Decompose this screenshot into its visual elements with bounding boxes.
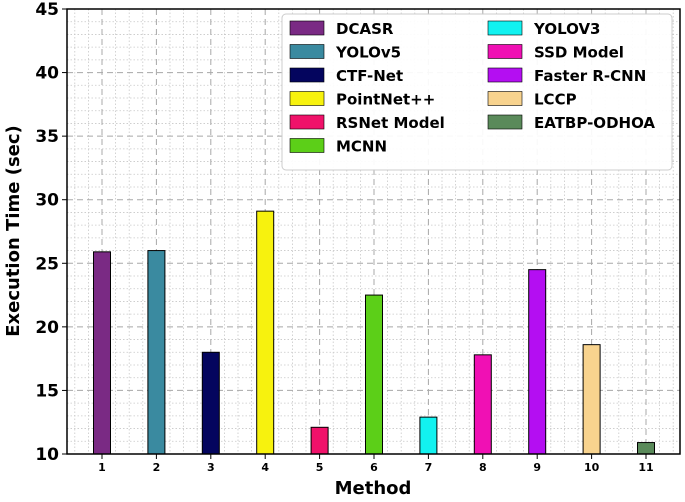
- legend-swatch-yolov3: [487, 20, 523, 36]
- bar-faster-r-cnn: [528, 269, 547, 455]
- y-tick-label: 30: [35, 191, 59, 211]
- legend-label-pointnet-: PointNet++: [336, 91, 435, 109]
- legend: DCASR YOLOv5 CTF-Net PointNet++ RSNet Model M…: [281, 13, 673, 171]
- bar-yolov5: [147, 250, 166, 455]
- legend-swatch-ctf-net: [289, 67, 325, 83]
- y-tick-label: 40: [35, 64, 59, 84]
- x-tick-label: 3: [207, 461, 215, 474]
- x-tick-label: 7: [425, 461, 433, 474]
- x-tick-label: 2: [153, 461, 161, 474]
- y-axis-label: Execution Time (sec): [3, 125, 24, 337]
- bar-lccp: [582, 344, 601, 455]
- bar-eatbp-odhoa: [637, 442, 655, 455]
- x-tick-label: 8: [479, 461, 487, 474]
- legend-label-dcasr: DCASR: [336, 20, 394, 38]
- legend-label-faster-r-cnn: Faster R-CNN: [534, 67, 646, 85]
- legend-swatch-ssd-model: [487, 44, 523, 59]
- legend-label-mcnn: MCNN: [336, 138, 387, 156]
- legend-swatch-dcasr: [289, 20, 325, 36]
- legend-label-rsnet-model: RSNet Model: [336, 114, 445, 132]
- bar-rsnet-model: [310, 426, 329, 455]
- bar-pointnet-: [256, 210, 275, 455]
- legend-swatch-rsnet-model: [289, 114, 325, 130]
- legend-label-ctf-net: CTF-Net: [336, 67, 403, 85]
- x-tick-label: 4: [261, 461, 269, 474]
- legend-swatch-faster-r-cnn: [487, 67, 523, 83]
- legend-box: [281, 13, 673, 171]
- x-tick-label: 5: [316, 461, 324, 474]
- x-tick-label: 1: [98, 461, 106, 474]
- bar-mcnn: [365, 294, 383, 455]
- y-tick-label: 25: [35, 254, 59, 274]
- y-tick-label: 15: [35, 381, 59, 401]
- legend-swatch-pointnet-: [289, 91, 325, 106]
- legend-swatch-yolov5: [289, 44, 325, 59]
- y-tick-label: 45: [35, 0, 59, 20]
- x-tick-label: 10: [584, 461, 600, 474]
- bar-yolov3: [419, 416, 438, 455]
- legend-label-yolov5: YOLOv5: [335, 44, 401, 62]
- legend-swatch-mcnn: [289, 138, 325, 153]
- legend-label-yolov3: YOLOV3: [533, 20, 601, 38]
- x-tick-label: 6: [370, 461, 378, 474]
- legend-label-ssd-model: SSD Model: [534, 44, 624, 62]
- y-tick-label: 35: [35, 127, 59, 147]
- legend-label-eatbp-odhoa: EATBP-ODHOA: [534, 114, 655, 132]
- bar-dcasr: [93, 251, 111, 455]
- x-axis-label: Method: [335, 478, 412, 498]
- bars-layer: [93, 210, 655, 455]
- x-tick-label: 11: [638, 461, 653, 474]
- legend-swatch-eatbp-odhoa: [487, 114, 523, 130]
- legend-swatch-lccp: [487, 91, 523, 106]
- bar-ctf-net: [201, 351, 220, 455]
- y-tick-label: 20: [35, 318, 59, 338]
- legend-label-lccp: LCCP: [534, 91, 577, 109]
- bar-ssd-model: [473, 354, 492, 455]
- x-tick-label: 9: [533, 461, 541, 474]
- y-tick-label: 10: [35, 445, 59, 465]
